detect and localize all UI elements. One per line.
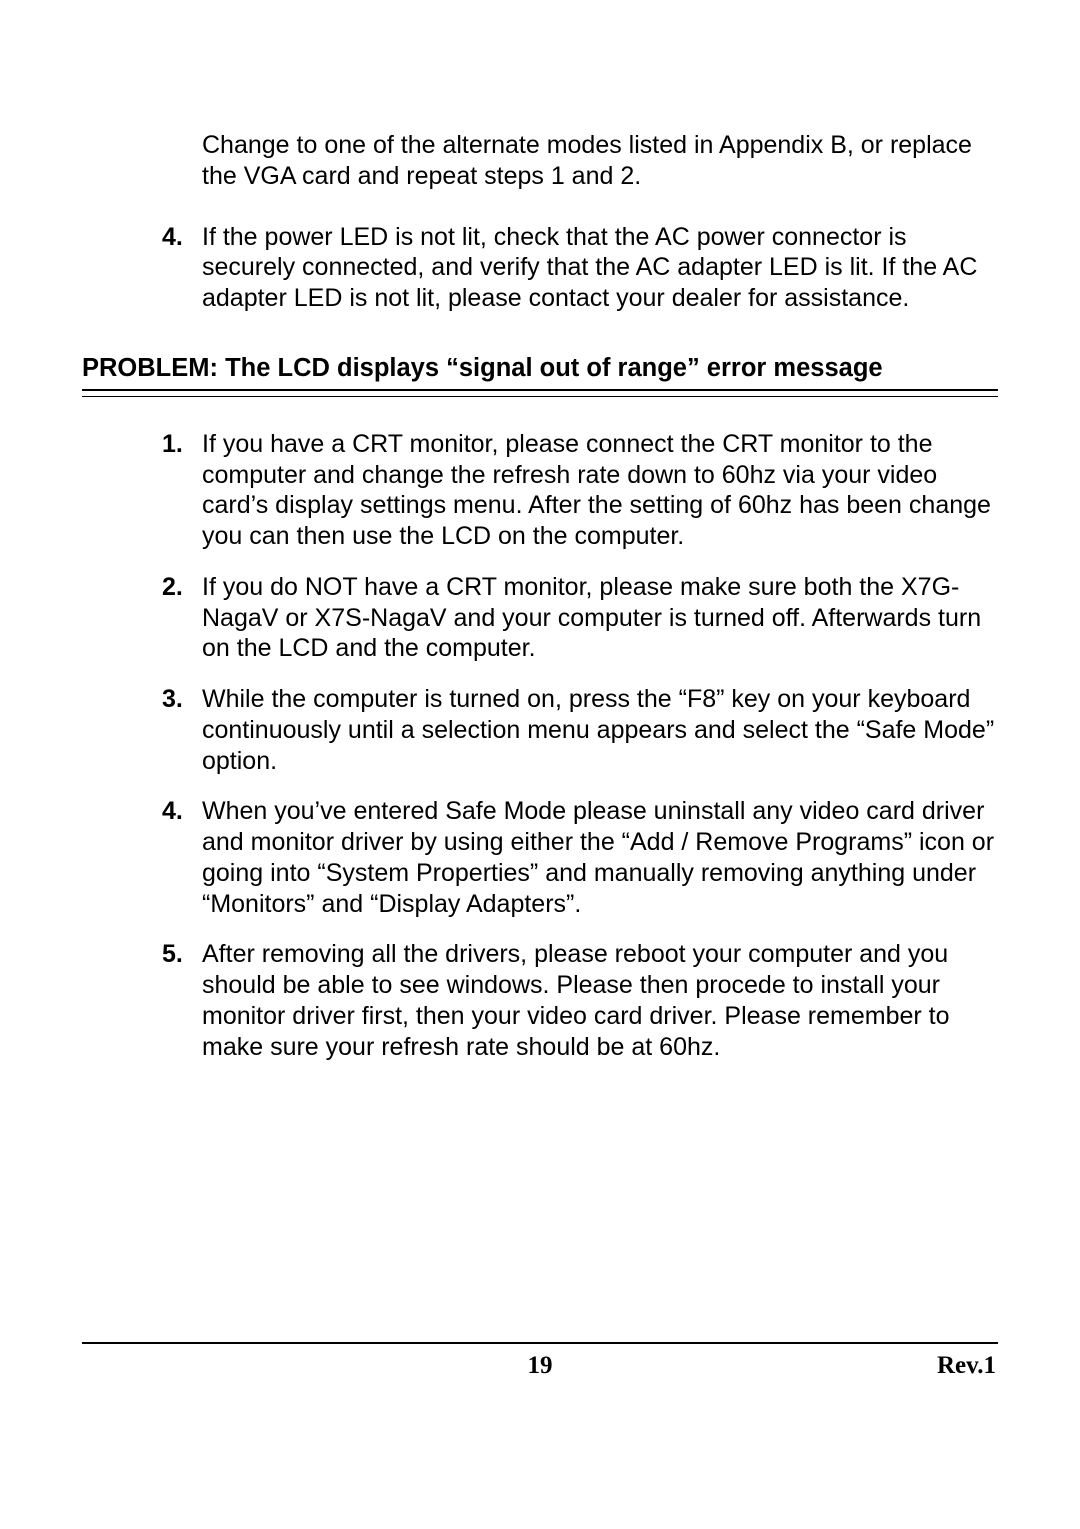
list-item: If the power LED is not lit, check that … bbox=[82, 222, 998, 314]
continued-paragraph: Change to one of the alternate modes lis… bbox=[202, 130, 998, 192]
footer-rule bbox=[82, 1342, 998, 1344]
list-item: If you do NOT have a CRT monitor, please… bbox=[82, 572, 998, 664]
top-list: If the power LED is not lit, check that … bbox=[82, 222, 998, 314]
problem-heading: PROBLEM: The LCD displays “signal out of… bbox=[82, 354, 998, 383]
revision-label: Rev.1 bbox=[937, 1352, 996, 1380]
heading-rule bbox=[82, 389, 998, 397]
problem-list: If you have a CRT monitor, please connec… bbox=[82, 429, 998, 1063]
list-item: If you have a CRT monitor, please connec… bbox=[82, 429, 998, 552]
list-item: When you’ve entered Safe Mode please uni… bbox=[82, 796, 998, 919]
list-item: While the computer is turned on, press t… bbox=[82, 684, 998, 776]
list-item: After removing all the drivers, please r… bbox=[82, 939, 998, 1062]
page-content: Change to one of the alternate modes lis… bbox=[82, 130, 998, 1082]
page-number: 19 bbox=[0, 1352, 1080, 1380]
